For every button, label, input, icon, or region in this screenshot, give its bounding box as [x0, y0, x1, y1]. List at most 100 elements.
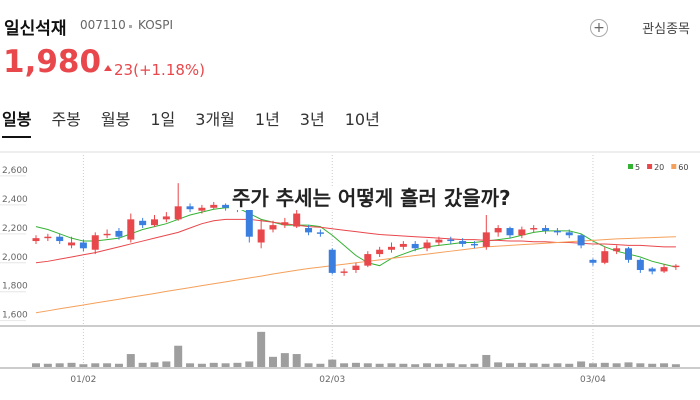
volume-bar [363, 363, 372, 367]
volume-bar [506, 363, 514, 367]
volume-bar [245, 361, 254, 367]
volume-bar [328, 359, 337, 367]
volume-bar [280, 353, 289, 367]
candle-body [423, 242, 431, 249]
candle-body [127, 219, 135, 240]
volume-bar [600, 362, 609, 367]
tab[interactable]: 월봉 [100, 110, 131, 129]
volume-bar [126, 354, 135, 367]
volume-bar [423, 363, 432, 367]
volume-bar [399, 363, 408, 367]
candle-body [186, 206, 194, 210]
volume-bar [114, 363, 123, 367]
tab[interactable]: 일봉 [2, 106, 32, 138]
candle-body [364, 254, 372, 266]
candle-body [648, 268, 656, 272]
legend-swatch [647, 164, 653, 169]
candle-body [530, 228, 538, 230]
volume-bar [340, 363, 349, 367]
price-change: 23(+1.18%) [114, 61, 206, 79]
candle-body [32, 238, 40, 242]
watch-button[interactable]: 관심종목 [642, 22, 690, 37]
volume-bar [612, 363, 621, 367]
volume-bar [209, 362, 218, 367]
volume-bar [458, 364, 467, 367]
candle-body [613, 248, 621, 252]
stock-code: 007110 [80, 18, 126, 32]
volume-bar [186, 363, 195, 367]
volume-bar [150, 362, 159, 367]
legend-swatch [628, 164, 633, 169]
volume-bar [446, 363, 455, 367]
volume-bar [470, 363, 479, 367]
tab[interactable]: 1일 [150, 110, 176, 129]
tab[interactable]: 10년 [344, 110, 380, 129]
candle-body [447, 239, 455, 242]
legend-label: 20 [654, 163, 664, 172]
volume-bar [138, 362, 147, 367]
volume-bar [269, 356, 277, 367]
tab[interactable]: 3개월 [195, 110, 235, 129]
volume-bar [55, 363, 64, 367]
volume-bar [482, 354, 491, 367]
volume-bar [103, 363, 112, 367]
volume-bar [174, 345, 183, 367]
legend-label: 5 [635, 163, 640, 172]
volume-bar [32, 363, 40, 367]
candle-body [542, 228, 550, 231]
candle-body [435, 239, 443, 243]
volume-bar [351, 362, 360, 367]
candle-body [257, 229, 265, 243]
volume-bar [553, 363, 562, 367]
volume-bar [79, 364, 88, 367]
legend-label: 60 [678, 163, 688, 172]
volume-bar [577, 361, 586, 367]
candle-body [198, 207, 206, 211]
candle-body [79, 242, 87, 249]
candle-body [139, 220, 147, 226]
candle-body [352, 265, 360, 270]
tab[interactable]: 1년 [254, 110, 280, 129]
x-tick-label: 03/04 [580, 375, 606, 385]
candle-body [115, 230, 123, 237]
volume-bar [233, 362, 242, 367]
volume-bar [565, 363, 574, 367]
volume-bar [517, 362, 526, 367]
candle-body [293, 213, 301, 227]
candle-body [56, 236, 64, 242]
candle-body [518, 229, 526, 236]
candle-body [222, 204, 230, 208]
volume-bar [648, 363, 657, 367]
volume-bar [671, 364, 680, 367]
y-tick-label: 2,000 [2, 253, 28, 263]
period-tabs: 일봉 주봉 월봉 1일 3개월 1년 3년 10년 [2, 106, 380, 138]
volume-bar [221, 363, 230, 367]
candle-body [636, 259, 644, 270]
candle-body [340, 271, 348, 273]
y-tick-label: 2,400 [2, 195, 28, 205]
candle-body [388, 246, 395, 250]
separator [129, 25, 132, 28]
volume-bar [387, 363, 396, 367]
y-tick-label: 2,200 [2, 224, 28, 234]
tab[interactable]: 주봉 [51, 110, 81, 129]
candle-body [589, 259, 597, 263]
candle-body [305, 228, 313, 233]
candle-body [281, 222, 289, 226]
moving-average-line [35, 218, 676, 264]
tab[interactable]: 3년 [299, 110, 325, 129]
legend: 5 20 60 [628, 163, 688, 172]
volume-bar [375, 363, 384, 367]
volume-bar [541, 363, 550, 367]
volume-bar [304, 363, 313, 367]
watch-icon[interactable]: + [590, 19, 608, 37]
up-arrow [104, 65, 112, 71]
candle-body [174, 206, 182, 220]
candle-body [411, 243, 419, 249]
candle-body [103, 233, 111, 236]
volume-bar [316, 363, 325, 367]
candle-body [625, 248, 632, 260]
volume-bar [197, 363, 206, 367]
volume-bar [257, 331, 266, 367]
